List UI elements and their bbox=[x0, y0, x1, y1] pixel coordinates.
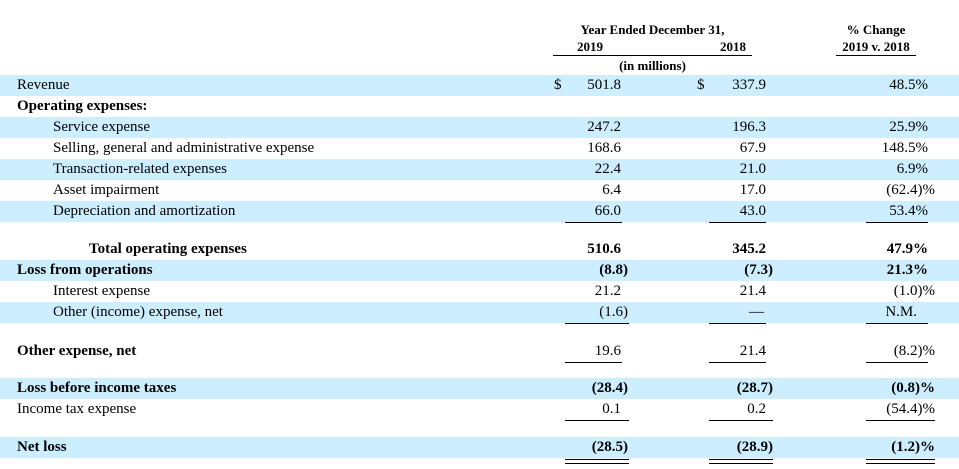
other-expense-pct: (8.2)% bbox=[893, 343, 935, 359]
row-other-income-expense: Other (income) expense, net (1.6) — N.M. bbox=[0, 302, 959, 323]
other-income-pct: N.M. bbox=[885, 304, 917, 320]
service-2019: 247.2 bbox=[587, 119, 621, 135]
impairment-2018: 17.0 bbox=[739, 182, 766, 198]
sga-label: Selling, general and administrative expe… bbox=[53, 140, 315, 156]
revenue-label: Revenue bbox=[17, 77, 70, 93]
row-service-expense: Service expense 247.2 196.3 25.9% bbox=[0, 117, 959, 138]
interest-label: Interest expense bbox=[53, 283, 151, 299]
other-net-rule-2018 bbox=[709, 362, 766, 363]
row-depreciation: Depreciation and amortization 66.0 43.0 … bbox=[0, 201, 959, 222]
other-net-rule-2019 bbox=[565, 362, 622, 363]
total-opex-label: Total operating expenses bbox=[89, 241, 247, 257]
net-loss-double-rule-2019 bbox=[565, 459, 629, 464]
impairment-pct: (62.4)% bbox=[886, 182, 935, 198]
depreciation-label: Depreciation and amortization bbox=[53, 203, 236, 219]
impairment-2019: 6.4 bbox=[602, 182, 621, 198]
revenue-2019: 501.8 bbox=[587, 77, 621, 93]
other-expense-label: Other expense, net bbox=[17, 343, 137, 359]
sga-pct: 148.5% bbox=[881, 140, 928, 156]
other-income-2019: (1.6) bbox=[599, 304, 628, 320]
total-opex-pct: 47.9% bbox=[886, 241, 928, 257]
sga-2019: 168.6 bbox=[587, 140, 621, 156]
transaction-2019: 22.4 bbox=[594, 161, 621, 177]
loss-before-tax-2019: (28.4) bbox=[591, 380, 628, 396]
transaction-label: Transaction-related expenses bbox=[53, 161, 227, 177]
other-income-2018: — bbox=[749, 304, 764, 320]
depreciation-2018: 43.0 bbox=[739, 203, 766, 219]
row-other-expense-net: Other expense, net 19.6 21.4 (8.2)% bbox=[0, 341, 959, 362]
pct-change-line1: % Change bbox=[846, 22, 906, 37]
interest-2018: 21.4 bbox=[739, 283, 766, 299]
service-pct: 25.9% bbox=[889, 119, 928, 135]
net-loss-label: Net loss bbox=[17, 439, 67, 455]
opex-header-label: Operating expenses: bbox=[17, 98, 148, 114]
subtotal-rule-2018 bbox=[709, 222, 766, 223]
transaction-2018: 21.0 bbox=[739, 161, 766, 177]
other-expense-2019: 19.6 bbox=[594, 343, 621, 359]
tax-rule-2019 bbox=[565, 420, 629, 421]
revenue-pct: 48.5% bbox=[889, 77, 928, 93]
sga-2018: 67.9 bbox=[739, 140, 766, 156]
interest-pct: (1.0)% bbox=[893, 283, 935, 299]
row-transaction: Transaction-related expenses 22.4 21.0 6… bbox=[0, 159, 959, 180]
transaction-pct: 6.9% bbox=[896, 161, 928, 177]
loss-before-tax-label: Loss before income taxes bbox=[17, 380, 177, 396]
year-ended-label: Year Ended December 31, bbox=[580, 22, 725, 37]
tax-pct: (54.4)% bbox=[886, 401, 935, 417]
row-impairment: Asset impairment 6.4 17.0 (62.4)% bbox=[0, 180, 959, 201]
in-millions-label: (in millions) bbox=[619, 58, 686, 73]
tax-label: Income tax expense bbox=[17, 401, 137, 417]
row-income-tax: Income tax expense 0.1 0.2 (54.4)% bbox=[0, 399, 959, 420]
year-ended-header: Year Ended December 31, bbox=[553, 22, 752, 38]
tax-rule-2018 bbox=[709, 420, 773, 421]
revenue-currency-2019: $ bbox=[554, 77, 562, 93]
depreciation-2019: 66.0 bbox=[594, 203, 621, 219]
total-opex-2019: 510.6 bbox=[587, 241, 621, 257]
revenue-2018: 337.9 bbox=[732, 77, 766, 93]
other-rule-2019 bbox=[565, 323, 629, 324]
net-loss-double-rule-2018 bbox=[709, 459, 773, 464]
subtotal-rule-2019 bbox=[565, 222, 622, 223]
net-loss-double-rule-pct bbox=[866, 459, 935, 464]
loss-ops-2019: (8.8) bbox=[599, 262, 628, 278]
col-2019-header: 2019 bbox=[553, 39, 647, 56]
other-rule-pct bbox=[866, 323, 928, 324]
row-opex-header: Operating expenses: bbox=[0, 96, 959, 117]
impairment-label: Asset impairment bbox=[53, 182, 160, 198]
loss-ops-2018: (7.3) bbox=[744, 262, 773, 278]
net-loss-2018: (28.9) bbox=[736, 439, 773, 455]
other-income-label: Other (income) expense, net bbox=[53, 304, 223, 320]
row-sga: Selling, general and administrative expe… bbox=[0, 138, 959, 159]
row-revenue: Revenue $ 501.8 $ 337.9 48.5% bbox=[0, 75, 959, 96]
col-2018-header: 2018 bbox=[647, 39, 752, 56]
service-label: Service expense bbox=[53, 119, 151, 135]
total-opex-2018: 345.2 bbox=[732, 241, 766, 257]
tax-rule-pct bbox=[866, 420, 935, 421]
other-expense-2018: 21.4 bbox=[739, 343, 766, 359]
loss-before-tax-2018: (28.7) bbox=[736, 380, 773, 396]
pct-change-header: % Change bbox=[826, 22, 926, 38]
loss-ops-pct: 21.3% bbox=[886, 262, 928, 278]
row-net-loss: Net loss (28.5) (28.9) (1.2)% bbox=[0, 437, 959, 458]
row-interest-expense: Interest expense 21.2 21.4 (1.0)% bbox=[0, 281, 959, 302]
revenue-currency-2018: $ bbox=[697, 77, 705, 93]
interest-2019: 21.2 bbox=[594, 283, 621, 299]
service-2018: 196.3 bbox=[732, 119, 766, 135]
tax-2018: 0.2 bbox=[747, 401, 766, 417]
subtotal-rule-pct bbox=[866, 222, 928, 223]
net-loss-pct: (1.2)% bbox=[891, 439, 935, 455]
other-net-rule-pct bbox=[866, 362, 928, 363]
depreciation-pct: 53.4% bbox=[889, 203, 928, 219]
other-rule-2018 bbox=[709, 323, 766, 324]
net-loss-2019: (28.5) bbox=[591, 439, 628, 455]
tax-2019: 0.1 bbox=[602, 401, 621, 417]
loss-before-tax-pct: (0.8)% bbox=[891, 380, 935, 396]
row-loss-before-taxes: Loss before income taxes (28.4) (28.7) (… bbox=[0, 378, 959, 399]
row-loss-from-operations: Loss from operations (8.8) (7.3) 21.3% bbox=[0, 260, 959, 281]
pct-change-years: 2019 v. 2018 bbox=[836, 39, 916, 56]
row-total-opex: Total operating expenses 510.6 345.2 47.… bbox=[0, 239, 959, 260]
loss-ops-label: Loss from operations bbox=[17, 262, 153, 278]
